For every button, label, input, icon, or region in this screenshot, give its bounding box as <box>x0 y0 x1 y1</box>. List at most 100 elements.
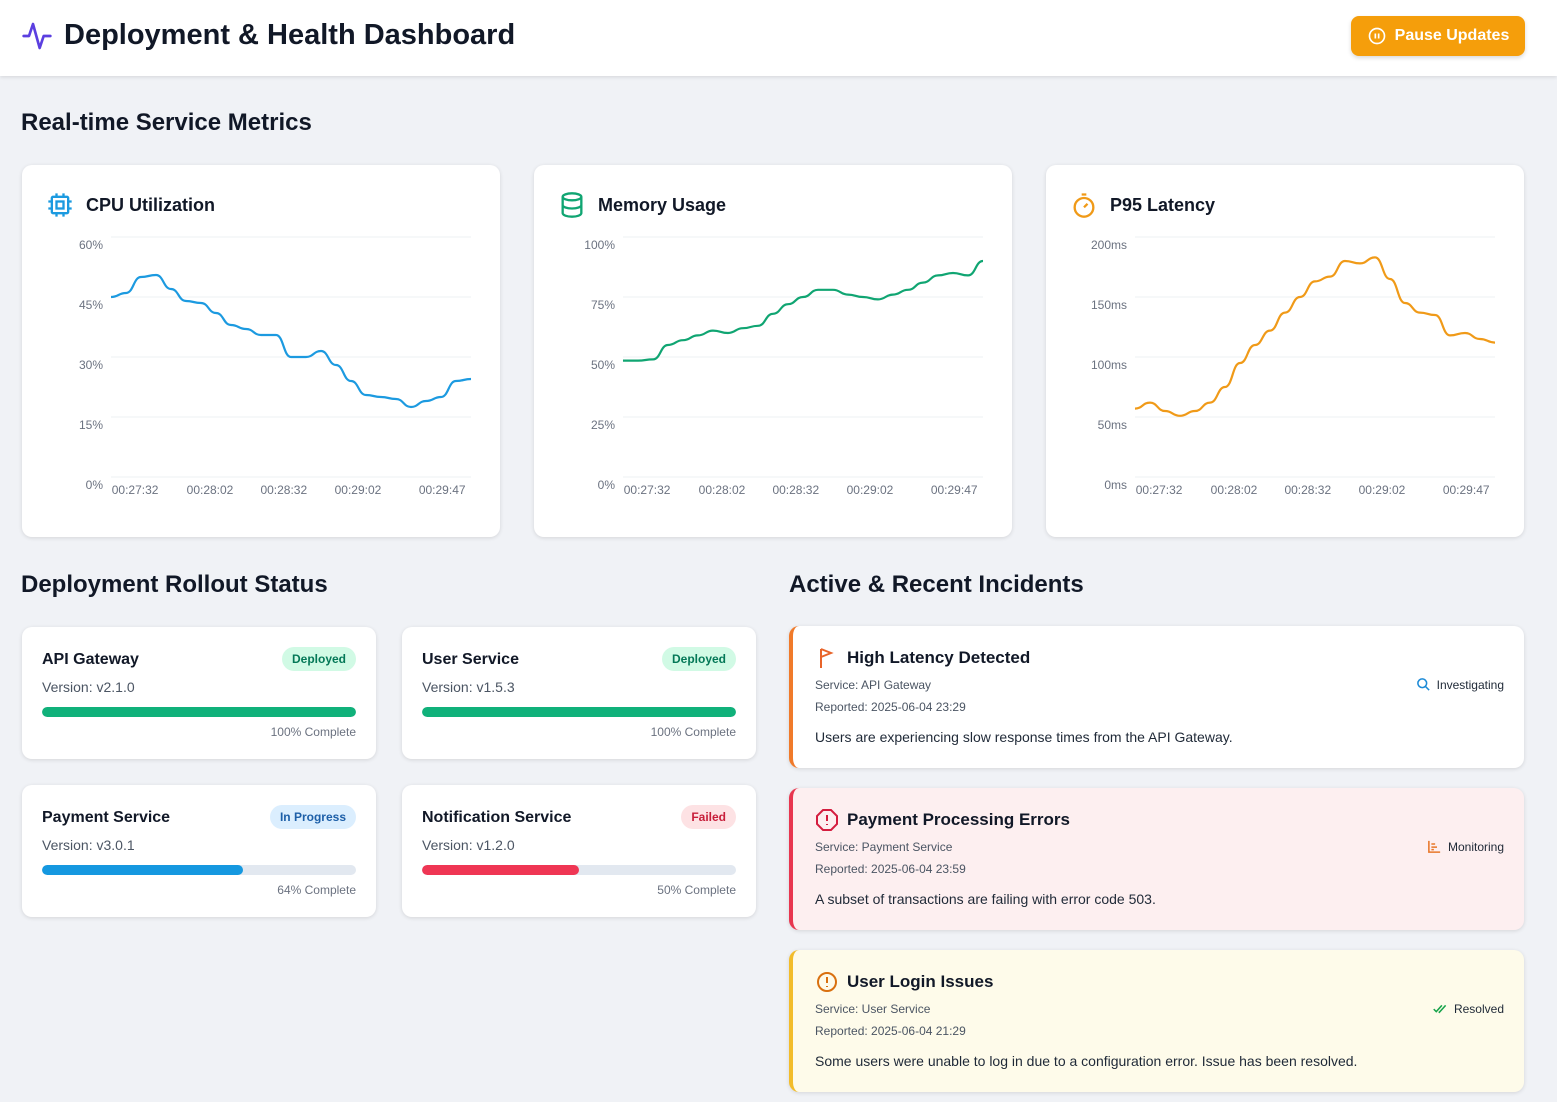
progress-bar <box>422 707 736 717</box>
y-tick-label: 100ms <box>1091 358 1127 372</box>
incident-title: High Latency Detected <box>847 648 1031 667</box>
cpu-chart-card: CPU Utilization 0% 15% 30% 45% 60% 00:27:32 00… <box>22 165 500 537</box>
database-icon <box>561 192 583 218</box>
incident-status: Monitoring <box>1427 839 1504 854</box>
x-tick-label: 00:29:02 <box>847 483 894 497</box>
x-tick-label: 00:29:47 <box>931 483 978 497</box>
deployment-name: User Service <box>422 651 519 668</box>
x-tick-label: 00:28:02 <box>1211 483 1258 497</box>
deployment-version: Version: v1.2.0 <box>422 837 515 853</box>
incident-reported: Reported: 2025-06-04 21:29 <box>815 1024 966 1038</box>
x-tick-label: 00:28:32 <box>1284 483 1331 497</box>
page-title: Deployment & Health Dashboard <box>64 19 516 51</box>
progress-label: 100% Complete <box>270 725 356 739</box>
latency-chart-card: P95 Latency 0ms 50ms 100ms 150ms 200ms 00:27:… <box>1046 165 1524 537</box>
memory-chart-title: Memory Usage <box>598 194 727 215</box>
incident-title: Payment Processing Errors <box>847 810 1070 829</box>
memory-chart: 0% 25% 50% 75% 100% 00:27:32 00:28:02 00:28:32 0… <box>584 236 984 497</box>
x-tick-label: 00:29:02 <box>335 483 382 497</box>
progress-fill <box>422 865 579 875</box>
incident-status: Resolved <box>1432 1001 1504 1016</box>
incident-card[interactable]: High Latency Detected Service: API Gatew… <box>789 626 1524 768</box>
x-tick-label: 00:27:32 <box>112 483 159 497</box>
y-tick-label: 150ms <box>1091 298 1127 312</box>
deployment-version: Version: v2.1.0 <box>42 679 135 695</box>
flag-icon <box>820 648 834 668</box>
x-tick-label: 00:29:47 <box>1443 483 1490 497</box>
deployment-card: API Gateway Deployed Version: v2.1.0 100… <box>22 627 376 759</box>
incident-title: User Login Issues <box>847 972 994 991</box>
y-tick-label: 0% <box>598 478 616 492</box>
x-tick-label: 00:29:47 <box>419 483 466 497</box>
progress-fill <box>422 707 736 717</box>
deployment-name: API Gateway <box>42 651 139 668</box>
header: Deployment & Health Dashboard Pause Upda… <box>0 0 1557 76</box>
incident-card[interactable]: Payment Processing Errors Service: Payme… <box>789 788 1524 930</box>
cpu-chart: 0% 15% 30% 45% 60% 00:27:32 00:28:02 00:28:32 00… <box>79 236 472 497</box>
x-tick-label: 00:27:32 <box>1136 483 1183 497</box>
status-badge: Deployed <box>281 647 356 671</box>
y-tick-label: 30% <box>79 358 103 372</box>
latency-chart-title: P95 Latency <box>1110 194 1216 215</box>
status-badge: Failed <box>681 805 736 829</box>
incident-description: A subset of transactions are failing wit… <box>815 891 1156 907</box>
activity-icon <box>22 22 52 50</box>
y-tick-label: 75% <box>591 298 615 312</box>
status-badge: Deployed <box>661 647 736 671</box>
series-line <box>623 259 984 362</box>
x-tick-label: 00:27:32 <box>624 483 671 497</box>
x-tick-label: 00:28:02 <box>187 483 234 497</box>
deployment-name: Payment Service <box>42 809 171 826</box>
series-line <box>110 273 472 409</box>
incident-description: Users are experiencing slow response tim… <box>815 729 1233 745</box>
incident-reported: Reported: 2025-06-04 23:29 <box>815 700 966 714</box>
progress-bar <box>42 865 356 875</box>
y-tick-label: 25% <box>591 418 615 432</box>
progress-fill <box>42 865 243 875</box>
latency-chart: 0ms 50ms 100ms 150ms 200ms 00:27:32 00:28:02 00… <box>1091 236 1496 497</box>
cpu-icon <box>48 193 72 217</box>
progress-fill <box>42 707 356 717</box>
x-tick-label: 00:28:32 <box>260 483 307 497</box>
incident-service: Service: API Gateway <box>815 678 932 692</box>
y-tick-label: 100% <box>584 238 615 252</box>
progress-bar <box>422 865 736 875</box>
incidents-section-title: Active & Recent Incidents <box>789 571 1084 598</box>
progress-label: 64% Complete <box>277 883 356 897</box>
deployment-name: Notification Service <box>422 809 572 826</box>
search-icon <box>1416 678 1430 691</box>
deployment-version: Version: v1.5.3 <box>422 679 515 695</box>
y-tick-label: 200ms <box>1091 238 1127 252</box>
deployment-version: Version: v3.0.1 <box>42 837 135 853</box>
double-check-icon <box>1433 1004 1447 1014</box>
cpu-chart-title: CPU Utilization <box>86 194 215 215</box>
incident-card[interactable]: User Login Issues Service: User Service … <box>789 950 1524 1092</box>
progress-bar <box>42 707 356 717</box>
series-line <box>1134 256 1496 417</box>
y-tick-label: 0ms <box>1104 478 1127 492</box>
y-tick-label: 50ms <box>1098 418 1127 432</box>
pause-updates-label: Pause Updates <box>1394 27 1510 44</box>
incident-status: Investigating <box>1416 677 1504 692</box>
y-tick-label: 15% <box>79 418 103 432</box>
deployments-section-title: Deployment Rollout Status <box>21 571 328 598</box>
deployment-card: User Service Deployed Version: v1.5.3 10… <box>402 627 756 759</box>
deployment-card: Notification Service Failed Version: v1.… <box>402 785 756 917</box>
x-tick-label: 00:28:02 <box>699 483 746 497</box>
incident-service: Service: Payment Service <box>815 840 953 854</box>
incident-reported: Reported: 2025-06-04 23:59 <box>815 862 966 876</box>
metrics-section-title: Real-time Service Metrics <box>21 109 312 136</box>
progress-label: 100% Complete <box>650 725 736 739</box>
deployment-card: Payment Service In Progress Version: v3.… <box>22 785 376 917</box>
x-tick-label: 00:28:32 <box>772 483 819 497</box>
y-tick-label: 0% <box>86 478 104 492</box>
pause-updates-button[interactable]: Pause Updates <box>1351 16 1525 56</box>
stopwatch-icon <box>1073 193 1095 218</box>
status-badge: In Progress <box>269 805 356 829</box>
incident-status-label: Investigating <box>1436 677 1504 692</box>
y-tick-label: 50% <box>591 358 615 372</box>
incident-status-label: Monitoring <box>1447 839 1504 854</box>
bar-chart-icon <box>1428 840 1441 853</box>
alert-octagon-icon <box>816 809 838 831</box>
y-tick-label: 60% <box>79 238 103 252</box>
